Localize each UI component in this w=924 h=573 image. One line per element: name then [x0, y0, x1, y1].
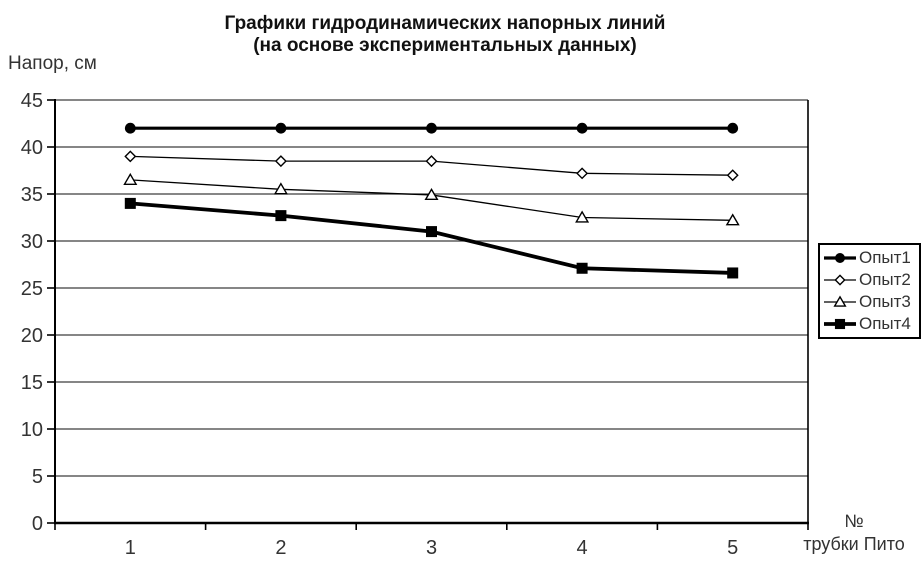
x-tick-label: 4: [577, 537, 588, 559]
legend-label: Опыт2: [859, 270, 911, 289]
diamond-marker-icon: [834, 274, 846, 286]
circle-marker-icon: [426, 122, 437, 134]
chart-title-line2: (на основе экспериментальных данных): [253, 35, 637, 56]
legend-label: Опыт3: [859, 292, 911, 311]
x-tick-label: 5: [727, 537, 738, 559]
circle-marker-icon: [124, 122, 136, 134]
circle-marker-icon: [576, 122, 588, 134]
y-tick-label: 0: [32, 513, 43, 535]
y-tick-label: 40: [21, 137, 43, 159]
square-marker-icon: [275, 210, 287, 222]
series-line-3: [130, 179, 733, 221]
y-tick-label: 20: [21, 325, 43, 347]
square-marker-icon: [426, 226, 437, 238]
triangle-marker-icon: [123, 172, 138, 185]
circle-marker-icon: [835, 253, 845, 263]
triangle-marker-icon: [725, 213, 740, 226]
legend-item-2: Опыт2: [824, 269, 919, 291]
x-tick-label: 3: [426, 537, 437, 559]
legend-box: Опыт1 Опыт2 Опыт3 Опыт4: [818, 243, 921, 339]
x-tick-label: 1: [125, 537, 136, 559]
y-tick-label: 25: [21, 278, 43, 300]
y-tick-label: 15: [21, 372, 43, 394]
square-marker-icon: [576, 262, 588, 274]
triangle-marker-icon: [575, 210, 590, 223]
x-axis-title-line2: трубки Пито: [803, 534, 905, 554]
diamond-marker-icon: [425, 155, 438, 168]
legend-item-4: Опыт4: [824, 313, 919, 335]
x-axis-title: № трубки Пито: [786, 510, 922, 556]
y-tick-label: 5: [32, 466, 43, 488]
triangle-marker-icon: [273, 182, 288, 195]
diamond-marker-icon: [576, 167, 589, 180]
legend-sample-2: [824, 274, 856, 286]
y-tick-label: 30: [21, 231, 43, 253]
x-axis-title-line1: №: [844, 511, 864, 531]
y-tick-label: 45: [21, 90, 43, 112]
square-marker-icon: [834, 318, 846, 330]
legend-item-1: Опыт1: [824, 247, 919, 269]
diamond-marker-icon: [124, 150, 137, 163]
triangle-marker-icon: [833, 295, 847, 307]
diamond-marker-icon: [274, 155, 287, 168]
legend-sample-3: [824, 295, 856, 307]
legend-label: Опыт1: [859, 248, 911, 267]
legend-item-3: Опыт3: [824, 291, 919, 313]
y-tick-label: 35: [21, 184, 43, 206]
square-marker-icon: [124, 197, 136, 209]
chart-title: Графики гидродинамических напорных линий…: [60, 13, 830, 57]
circle-marker-icon: [275, 122, 287, 134]
triangle-marker-icon: [424, 187, 439, 201]
legend-sample-4: [824, 318, 856, 330]
y-axis-title: Напор, см: [8, 53, 97, 74]
chart-title-line1: Графики гидродинамических напорных линий: [224, 13, 666, 34]
legend-sample-1: [824, 253, 856, 263]
legend-label: Опыт4: [859, 314, 911, 333]
square-marker-icon: [727, 267, 739, 279]
y-tick-label: 10: [21, 419, 43, 441]
diamond-marker-icon: [726, 169, 739, 182]
series-line-4: [130, 201, 733, 275]
circle-marker-icon: [727, 122, 739, 134]
x-tick-label: 2: [275, 537, 286, 559]
